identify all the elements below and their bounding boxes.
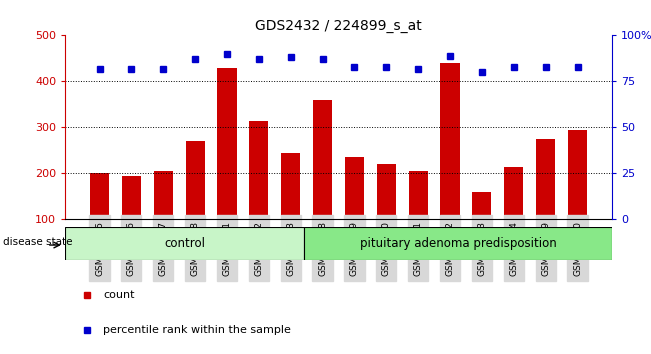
Bar: [186, 141, 204, 219]
Text: percentile rank within the sample: percentile rank within the sample: [104, 325, 291, 335]
Bar: [122, 176, 141, 219]
Bar: [90, 173, 109, 219]
Bar: [568, 130, 587, 219]
Bar: [65, 227, 304, 260]
Bar: [281, 153, 300, 219]
Bar: [473, 192, 492, 219]
Bar: [313, 100, 332, 219]
Bar: [505, 166, 523, 219]
Bar: [154, 171, 173, 219]
Bar: [536, 139, 555, 219]
Bar: [217, 68, 236, 219]
Bar: [409, 171, 428, 219]
Bar: [345, 157, 364, 219]
Text: control: control: [164, 237, 205, 250]
Title: GDS2432 / 224899_s_at: GDS2432 / 224899_s_at: [255, 19, 422, 33]
Text: disease state: disease state: [3, 237, 73, 247]
Text: count: count: [104, 290, 135, 301]
Text: pituitary adenoma predisposition: pituitary adenoma predisposition: [360, 237, 557, 250]
Bar: [441, 63, 460, 219]
Bar: [377, 164, 396, 219]
Bar: [304, 227, 612, 260]
Bar: [249, 120, 268, 219]
